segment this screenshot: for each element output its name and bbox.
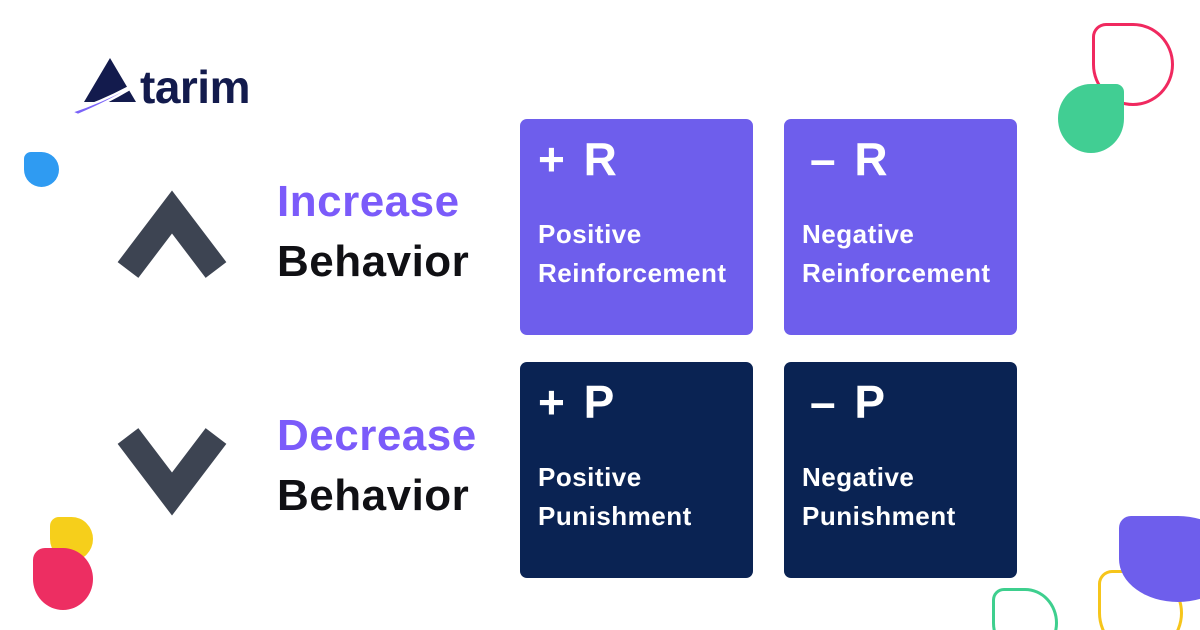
label-line1: Positive	[538, 462, 642, 492]
behavior-word-2: Behavior	[277, 471, 470, 520]
label-line2: Punishment	[538, 501, 692, 531]
atarim-logo-swoosh	[67, 73, 151, 117]
increase-word: Increase	[277, 177, 460, 226]
decrease-behavior-label: Decrease Behavior	[277, 406, 517, 526]
behavior-word-1: Behavior	[277, 237, 470, 286]
chevron-down-icon	[112, 424, 232, 525]
label-negative-reinforcement: Negative Reinforcement	[802, 215, 1001, 293]
card-positive-reinforcement: + R Positive Reinforcement	[520, 119, 753, 335]
label-line1: Negative	[802, 462, 915, 492]
symbol-plus-r: + R	[538, 133, 620, 185]
card-positive-punishment: + P Positive Punishment	[520, 362, 753, 578]
pink-drop-shape	[33, 548, 93, 610]
green-outline-drop-shape	[992, 588, 1058, 630]
label-line2: Punishment	[802, 501, 956, 531]
symbol-minus-p: – P	[810, 376, 889, 428]
chevron-up-icon	[112, 186, 232, 287]
label-line2: Reinforcement	[538, 258, 727, 288]
label-line1: Positive	[538, 219, 642, 249]
label-line1: Negative	[802, 219, 915, 249]
label-positive-reinforcement: Positive Reinforcement	[538, 215, 737, 293]
atarim-logo-graphic: tarim	[67, 58, 250, 117]
label-positive-punishment: Positive Punishment	[538, 458, 737, 536]
card-negative-reinforcement: – R Negative Reinforcement	[784, 119, 1017, 335]
decrease-word: Decrease	[277, 411, 477, 460]
symbol-minus-r: – R	[810, 133, 891, 185]
green-drop-shape	[1058, 84, 1124, 153]
blue-drop-shape	[24, 152, 59, 187]
pink-outline-drop-shape	[1092, 23, 1174, 106]
symbol-plus-p: + P	[538, 376, 618, 428]
increase-behavior-label: Increase Behavior	[277, 172, 517, 292]
label-negative-punishment: Negative Punishment	[802, 458, 1001, 536]
atarim-logo-text: tarim	[140, 61, 250, 113]
card-negative-punishment: – P Negative Punishment	[784, 362, 1017, 578]
atarim-logo: tarim	[63, 52, 273, 117]
label-line2: Reinforcement	[802, 258, 991, 288]
